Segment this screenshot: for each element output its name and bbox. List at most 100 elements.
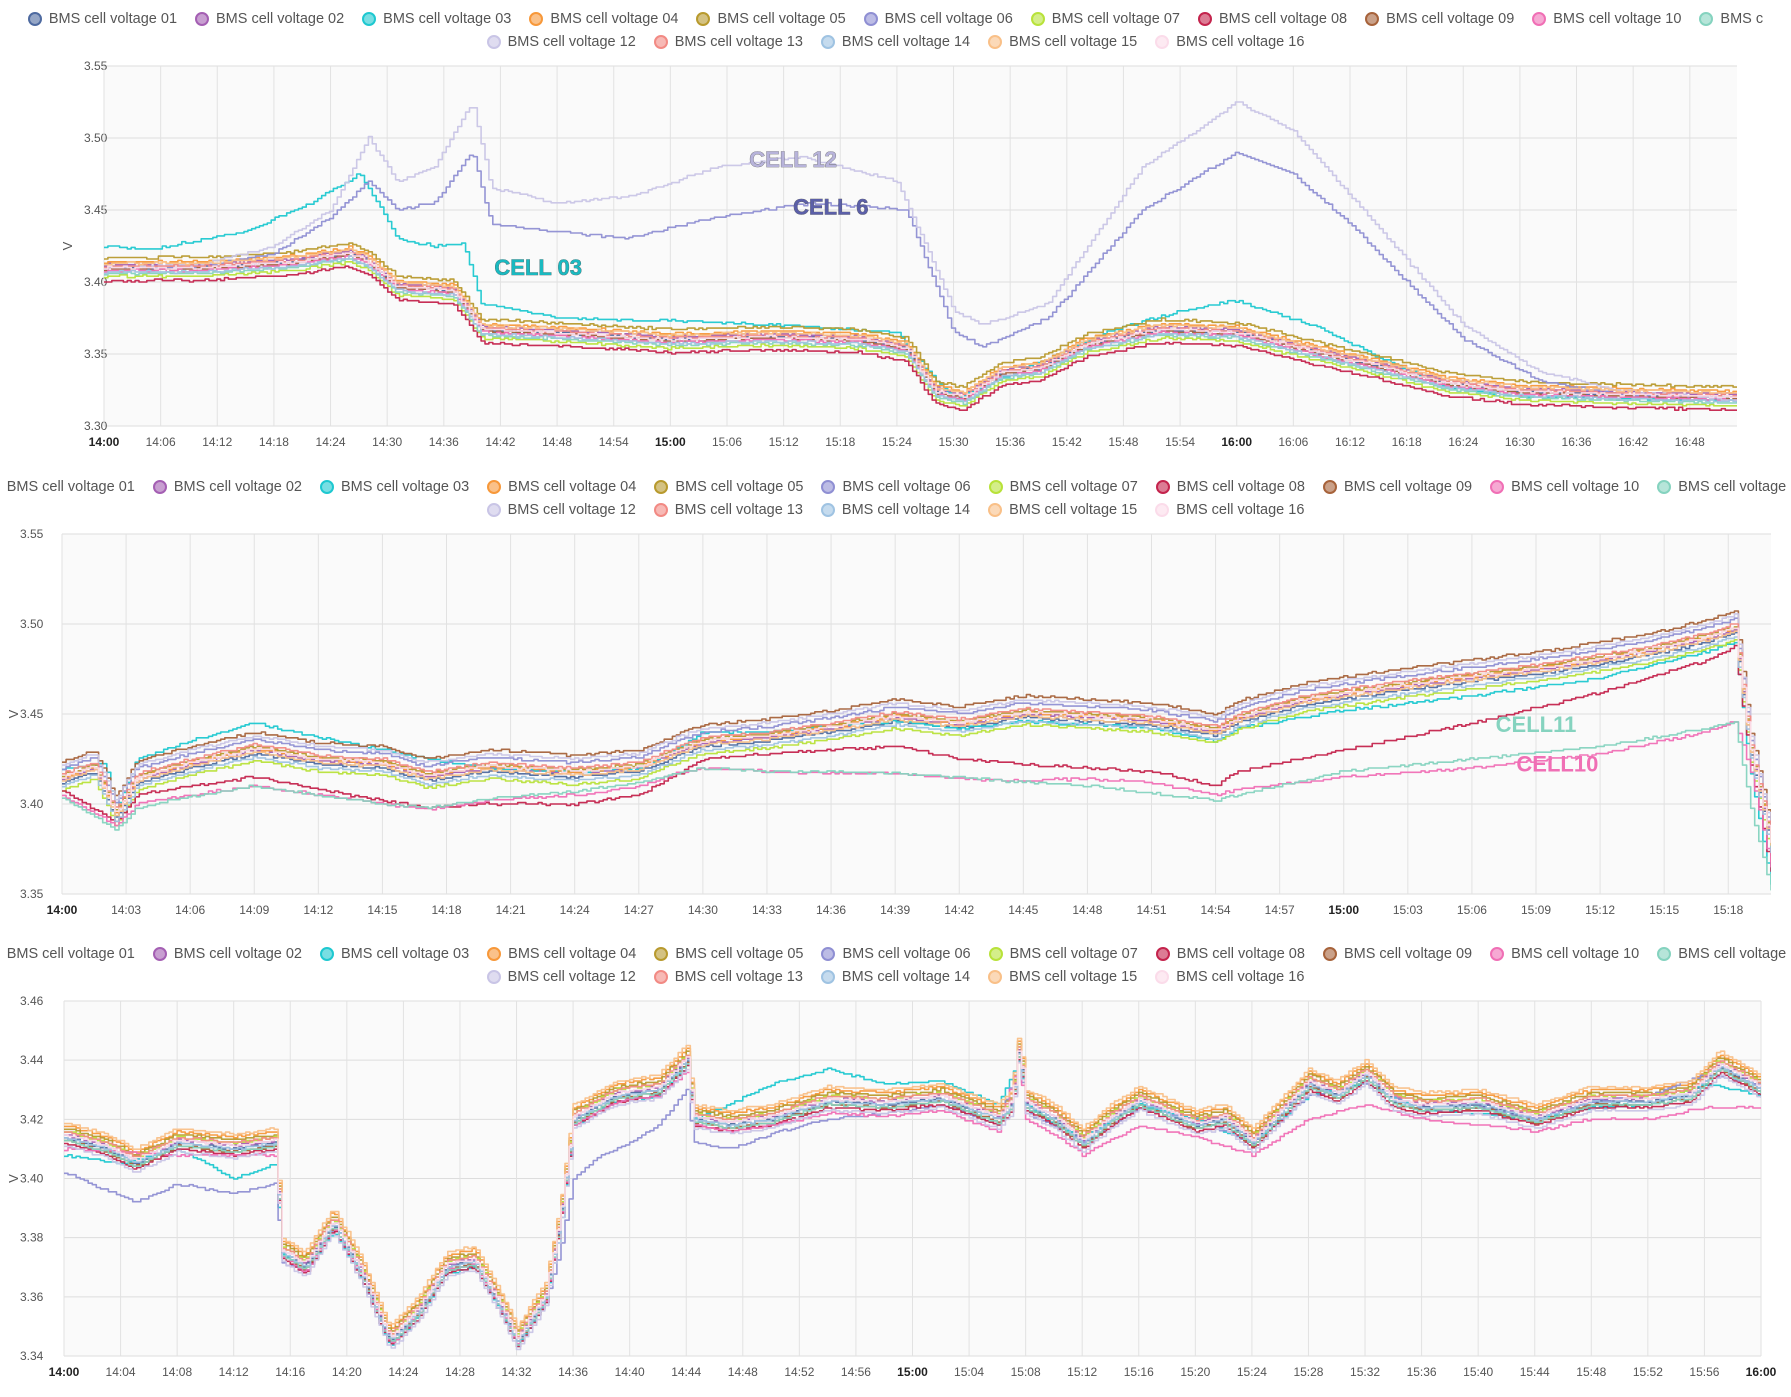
x-tick-label: 16:36	[1562, 435, 1592, 449]
legend-item-3[interactable]: BMS cell voltage 03	[320, 476, 469, 498]
legend-item-2[interactable]: BMS cell voltage 02	[195, 8, 344, 30]
legend-label: BMS cell voltage 01	[48, 11, 178, 27]
y-tick-label: 3.55	[84, 59, 108, 73]
x-tick-label: 15:09	[1521, 903, 1551, 917]
legend-item-11[interactable]: BMS c	[1699, 8, 1763, 30]
x-tick-label: 16:00	[1221, 435, 1252, 449]
x-tick-label: 15:28	[1293, 1365, 1323, 1379]
legend-label: BMS cell voltage 05	[675, 479, 804, 495]
legend-item-1[interactable]: BMS cell voltage 01	[0, 943, 135, 965]
legend-item-15[interactable]: BMS cell voltage 15	[988, 31, 1137, 53]
legend-item-9[interactable]: BMS cell voltage 09	[1322, 943, 1472, 965]
legend-item-4[interactable]: BMS cell voltage 04	[529, 8, 678, 30]
x-tick-label: 14:03	[111, 903, 141, 917]
legend-item-15[interactable]: BMS cell voltage 15	[988, 966, 1137, 988]
legend-item-5[interactable]: BMS cell voltage 05	[696, 8, 846, 30]
legend-item-16[interactable]: BMS cell voltage 16	[1155, 31, 1304, 53]
legend-item-6[interactable]: BMS cell voltage 06	[821, 476, 971, 498]
series-line-7	[62, 639, 1771, 856]
x-tick-label: 14:48	[542, 435, 572, 449]
legend-item-10[interactable]: BMS cell voltage 10	[1532, 8, 1681, 30]
legend-item-8[interactable]: BMS cell voltage 08	[1197, 8, 1347, 30]
x-tick-label: 15:32	[1350, 1365, 1380, 1379]
legend-item-9[interactable]: BMS cell voltage 09	[1365, 8, 1514, 30]
x-tick-label: 14:36	[816, 903, 846, 917]
x-tick-label: 16:18	[1392, 435, 1422, 449]
chart-panel-1: BMS cell voltage 01 BMS cell voltage 02 BM…	[0, 0, 1791, 466]
legend-swatch-icon	[486, 503, 501, 517]
legend-label: BMS cell voltage 08	[1176, 479, 1305, 495]
x-tick-label: 14:00	[47, 903, 78, 917]
series-line-3	[62, 641, 1771, 885]
x-tick-label: 16:30	[1505, 435, 1535, 449]
legend-swatch-icon	[820, 35, 835, 49]
legend-swatch-icon	[152, 947, 167, 961]
legend-item-7[interactable]: BMS cell voltage 07	[988, 476, 1138, 498]
x-tick-label: 14:27	[624, 903, 654, 917]
legend-item-13[interactable]: BMS cell voltage 13	[653, 499, 803, 521]
legend-label: BMS cell voltage 15	[1009, 969, 1138, 985]
x-tick-label: 15:18	[1713, 903, 1743, 917]
legend-item-3[interactable]: BMS cell voltage 03	[320, 943, 469, 965]
legend-label: BMS cell voltage 03	[341, 479, 470, 495]
x-tick-label: 15:18	[825, 435, 855, 449]
legend-item-4[interactable]: BMS cell voltage 04	[487, 476, 636, 498]
chart-panel-3: BMS cell voltage 01 BMS cell voltage 02 BM…	[0, 935, 1791, 1396]
legend-item-12[interactable]: BMS cell voltage 12	[486, 499, 636, 521]
legend-item-1[interactable]: BMS cell voltage 01	[27, 8, 178, 30]
legend-item-13[interactable]: BMS cell voltage 13	[653, 31, 803, 53]
legend-item-10[interactable]: BMS cell voltage 10	[1490, 476, 1639, 498]
legend-label: BMS cell voltage 11	[1678, 946, 1791, 962]
legend-swatch-icon	[195, 12, 210, 26]
x-tick-label: 14:40	[615, 1365, 645, 1379]
x-tick-label: 15:00	[655, 435, 686, 449]
x-tick-label: 14:39	[880, 903, 910, 917]
legend-item-10[interactable]: BMS cell voltage 10	[1490, 943, 1639, 965]
legend-item-8[interactable]: BMS cell voltage 08	[1155, 943, 1305, 965]
legend-item-1[interactable]: BMS cell voltage 01	[0, 476, 135, 498]
legend-item-5[interactable]: BMS cell voltage 05	[654, 476, 803, 498]
legend-item-11[interactable]: BMS cell voltage 11	[1657, 943, 1791, 965]
legend-item-5[interactable]: BMS cell voltage 05	[654, 943, 803, 965]
x-tick-label: 14:18	[259, 435, 289, 449]
legend-label: BMS cell voltage 01	[6, 479, 135, 495]
legend-item-14[interactable]: BMS cell voltage 14	[820, 31, 970, 53]
legend-swatch-icon	[1322, 947, 1337, 961]
legend-item-12[interactable]: BMS cell voltage 12	[486, 966, 636, 988]
x-tick-label: 15:00	[897, 1365, 928, 1379]
legend-item-8[interactable]: BMS cell voltage 08	[1155, 476, 1305, 498]
legend-label: BMS cell voltage 07	[1009, 479, 1138, 495]
legend-item-16[interactable]: BMS cell voltage 16	[1155, 966, 1304, 988]
y-tick-label: 3.46	[20, 994, 44, 1008]
x-tick-label: 15:36	[1407, 1365, 1437, 1379]
y-tick-label: 3.30	[84, 419, 108, 433]
legend-item-2[interactable]: BMS cell voltage 02	[152, 476, 302, 498]
series-line-16	[62, 627, 1771, 843]
legend-item-2[interactable]: BMS cell voltage 02	[152, 943, 302, 965]
x-tick-label: 15:30	[939, 435, 969, 449]
legend-item-12[interactable]: BMS cell voltage 12	[486, 31, 636, 53]
legend-item-7[interactable]: BMS cell voltage 07	[988, 943, 1138, 965]
legend-swatch-icon	[529, 12, 544, 26]
legend-label: BMS cell voltage 07	[1009, 946, 1138, 962]
legend-swatch-icon	[1657, 947, 1672, 961]
x-tick-label: 15:20	[1180, 1365, 1210, 1379]
legend-item-7[interactable]: BMS cell voltage 07	[1030, 8, 1180, 30]
legend-item-4[interactable]: BMS cell voltage 04	[487, 943, 636, 965]
series-line-16	[64, 1050, 1761, 1339]
legend-item-11[interactable]: BMS cell voltage 11	[1657, 476, 1791, 498]
x-tick-label: 15:06	[1457, 903, 1487, 917]
x-tick-label: 15:12	[1585, 903, 1615, 917]
legend-item-6[interactable]: BMS cell voltage 06	[863, 8, 1013, 30]
legend-swatch-icon	[486, 35, 501, 49]
legend-item-14[interactable]: BMS cell voltage 14	[820, 499, 970, 521]
legend-item-15[interactable]: BMS cell voltage 15	[988, 499, 1137, 521]
legend-item-6[interactable]: BMS cell voltage 06	[821, 943, 971, 965]
legend-item-14[interactable]: BMS cell voltage 14	[820, 966, 970, 988]
legend-item-3[interactable]: BMS cell voltage 03	[362, 8, 511, 30]
legend-item-16[interactable]: BMS cell voltage 16	[1155, 499, 1304, 521]
legend-item-13[interactable]: BMS cell voltage 13	[653, 966, 803, 988]
legend-row: BMS cell voltage 01 BMS cell voltage 02 BM…	[0, 943, 1791, 965]
y-tick-label: 3.40	[20, 1172, 44, 1186]
legend-item-9[interactable]: BMS cell voltage 09	[1322, 476, 1472, 498]
